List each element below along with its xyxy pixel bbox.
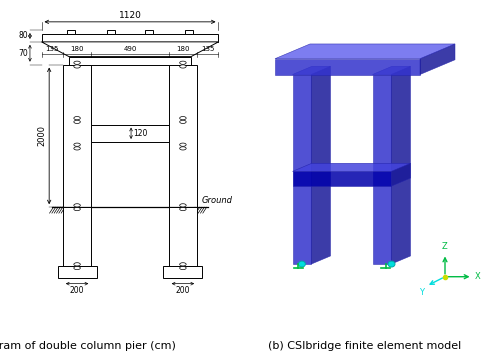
Ellipse shape: [74, 266, 80, 270]
Polygon shape: [292, 171, 391, 186]
Circle shape: [298, 261, 306, 267]
Ellipse shape: [74, 116, 80, 120]
Bar: [42, 34, 218, 42]
Ellipse shape: [180, 61, 186, 64]
Bar: [69, 56, 191, 65]
Ellipse shape: [180, 65, 186, 68]
Polygon shape: [391, 66, 410, 264]
Text: Y: Y: [419, 288, 424, 297]
Polygon shape: [372, 75, 391, 264]
Polygon shape: [292, 66, 331, 75]
Bar: [92, 125, 168, 142]
Ellipse shape: [74, 143, 80, 146]
Polygon shape: [372, 66, 410, 75]
Bar: [68, 30, 74, 34]
Ellipse shape: [74, 263, 80, 266]
Text: 80: 80: [18, 32, 28, 40]
Ellipse shape: [74, 204, 80, 207]
Bar: [186, 30, 192, 34]
Circle shape: [388, 261, 395, 267]
Ellipse shape: [180, 207, 186, 211]
Polygon shape: [292, 163, 410, 171]
Text: 180: 180: [70, 47, 84, 53]
Polygon shape: [275, 59, 420, 75]
Text: X: X: [475, 272, 481, 281]
Ellipse shape: [180, 147, 186, 150]
Polygon shape: [292, 75, 311, 264]
Text: 200: 200: [70, 286, 84, 295]
Text: 120: 120: [133, 129, 148, 138]
Text: 1120: 1120: [118, 11, 142, 20]
Ellipse shape: [180, 120, 186, 124]
Text: 70: 70: [18, 49, 28, 58]
Bar: [63, 65, 92, 207]
Ellipse shape: [74, 61, 80, 64]
Ellipse shape: [180, 116, 186, 120]
Ellipse shape: [74, 207, 80, 211]
Ellipse shape: [180, 263, 186, 266]
Bar: [146, 30, 152, 34]
Ellipse shape: [74, 65, 80, 68]
Ellipse shape: [180, 266, 186, 270]
Text: 2000: 2000: [38, 125, 46, 146]
Polygon shape: [311, 66, 330, 264]
Bar: [164, 266, 202, 278]
Text: (a) Diagram of double column pier (cm): (a) Diagram of double column pier (cm): [0, 342, 176, 351]
Text: 180: 180: [176, 47, 190, 53]
Text: 200: 200: [176, 286, 190, 295]
Bar: [58, 266, 96, 278]
Text: Ground: Ground: [202, 196, 232, 205]
Polygon shape: [275, 44, 455, 59]
Ellipse shape: [180, 143, 186, 146]
Polygon shape: [420, 44, 455, 75]
Text: Z: Z: [442, 242, 448, 251]
Polygon shape: [42, 42, 218, 56]
Bar: [63, 207, 92, 266]
Bar: [168, 65, 197, 207]
Bar: [108, 30, 114, 34]
Bar: [168, 207, 197, 266]
Ellipse shape: [74, 147, 80, 150]
Text: 135: 135: [201, 47, 214, 53]
Ellipse shape: [180, 204, 186, 207]
Text: (b) CSIbridge finite element model: (b) CSIbridge finite element model: [268, 342, 462, 351]
Polygon shape: [391, 163, 410, 186]
Text: 490: 490: [124, 47, 136, 53]
Text: 135: 135: [46, 47, 59, 53]
Ellipse shape: [74, 120, 80, 124]
